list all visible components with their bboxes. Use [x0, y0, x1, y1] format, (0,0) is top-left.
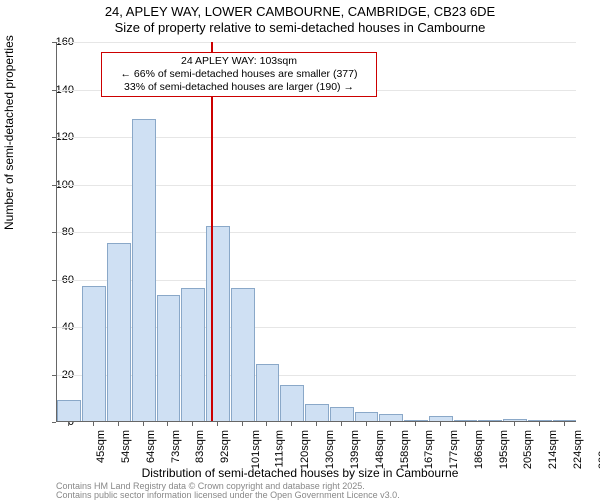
bar: [478, 420, 502, 421]
x-tick-label: 73sqm: [170, 430, 182, 463]
x-tick-mark: [242, 422, 243, 426]
chart-title: 24, APLEY WAY, LOWER CAMBOURNE, CAMBRIDG…: [0, 4, 600, 36]
x-tick-mark: [390, 422, 391, 426]
bars: [57, 42, 576, 421]
x-tick-mark: [217, 422, 218, 426]
bar: [181, 288, 205, 421]
bar: [355, 412, 379, 422]
x-tick-mark: [68, 422, 69, 426]
bar: [429, 416, 453, 421]
histogram-chart: 24, APLEY WAY, LOWER CAMBOURNE, CAMBRIDG…: [0, 0, 600, 500]
x-tick-mark: [514, 422, 515, 426]
x-tick-mark: [366, 422, 367, 426]
bar: [553, 420, 577, 421]
x-tick-label: 158sqm: [399, 430, 411, 469]
annotation-line-2: ← 66% of semi-detached houses are smalle…: [106, 68, 372, 81]
bar: [379, 414, 403, 421]
x-tick-label: 83sqm: [194, 430, 206, 463]
x-tick-mark: [564, 422, 565, 426]
bar: [107, 243, 131, 421]
x-axis-label: Distribution of semi-detached houses by …: [0, 466, 600, 480]
x-tick-mark: [291, 422, 292, 426]
annotation-box: 24 APLEY WAY: 103sqm ← 66% of semi-detac…: [101, 52, 377, 97]
x-tick-label: 205sqm: [522, 430, 534, 469]
bar: [256, 364, 280, 421]
x-tick-mark: [167, 422, 168, 426]
attribution-line-2: Contains public sector information licen…: [56, 491, 400, 500]
x-tick-mark: [415, 422, 416, 426]
x-tick-mark: [316, 422, 317, 426]
annotation-line-3: 33% of semi-detached houses are larger (…: [106, 81, 372, 94]
x-tick-label: 130sqm: [324, 430, 336, 469]
bar: [503, 419, 527, 421]
x-tick-mark: [539, 422, 540, 426]
x-tick-label: 45sqm: [95, 430, 107, 463]
title-line-2: Size of property relative to semi-detach…: [0, 20, 600, 36]
x-tick-label: 167sqm: [423, 430, 435, 469]
bar: [82, 286, 106, 421]
x-tick-label: 120sqm: [300, 430, 312, 469]
x-tick-label: 139sqm: [349, 430, 361, 469]
x-tick-mark: [489, 422, 490, 426]
bar: [132, 119, 156, 421]
bar: [528, 420, 552, 421]
bar: [157, 295, 181, 421]
bar: [280, 385, 304, 421]
annotation-line-1: 24 APLEY WAY: 103sqm: [106, 55, 372, 68]
plot-area: 24 APLEY WAY: 103sqm ← 66% of semi-detac…: [56, 42, 576, 422]
bar: [231, 288, 255, 421]
x-tick-label: 224sqm: [572, 430, 584, 469]
x-tick-mark: [341, 422, 342, 426]
x-tick-label: 92sqm: [219, 430, 231, 463]
bar: [206, 226, 230, 421]
x-tick-label: 195sqm: [498, 430, 510, 469]
attribution: Contains HM Land Registry data © Crown c…: [56, 482, 400, 500]
x-tick-mark: [192, 422, 193, 426]
x-tick-mark: [266, 422, 267, 426]
reference-line: [211, 42, 213, 421]
x-tick-mark: [143, 422, 144, 426]
bar: [404, 420, 428, 421]
x-tick-label: 186sqm: [473, 430, 485, 469]
bar: [330, 407, 354, 421]
x-tick-mark: [118, 422, 119, 426]
x-tick-label: 148sqm: [374, 430, 386, 469]
x-tick-label: 54sqm: [120, 430, 132, 463]
x-tick-mark: [93, 422, 94, 426]
x-tick-mark: [440, 422, 441, 426]
x-tick-label: 214sqm: [547, 430, 559, 469]
y-axis-label: Number of semi-detached properties: [2, 35, 16, 230]
bar: [454, 420, 478, 421]
title-line-1: 24, APLEY WAY, LOWER CAMBOURNE, CAMBRIDG…: [0, 4, 600, 20]
y-tick-mark: [52, 422, 56, 423]
x-tick-label: 111sqm: [273, 430, 285, 468]
x-tick-label: 101sqm: [250, 430, 262, 469]
bar: [57, 400, 81, 421]
x-tick-label: 64sqm: [145, 430, 157, 463]
bar: [305, 404, 329, 421]
x-tick-mark: [465, 422, 466, 426]
x-tick-label: 177sqm: [448, 430, 460, 469]
